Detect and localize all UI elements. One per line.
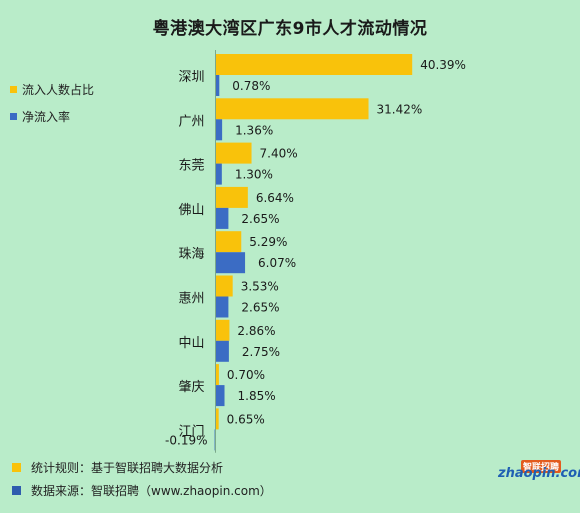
bar-inflow-share (215, 186, 248, 208)
category-label: 珠海 (178, 247, 204, 262)
bar-net-inflow-rate (215, 385, 225, 407)
data-label-net-inflow-rate: 1.36% (235, 123, 273, 137)
bar-inflow-share (215, 54, 413, 75)
category-label: 深圳 (178, 70, 204, 85)
data-label-inflow-share: 0.70% (227, 368, 265, 382)
bar-net-inflow-rate (215, 163, 222, 185)
legend-label-inflow-share: 流入人数占比 (22, 83, 95, 97)
bar-inflow-share (215, 408, 219, 430)
legend-item-net-inflow-rate: 净流入率 (10, 108, 70, 125)
data-label-net-inflow-rate: 1.30% (235, 168, 273, 182)
data-label-net-inflow-rate: 2.75% (242, 345, 280, 359)
data-label-net-inflow-rate: 2.65% (241, 301, 279, 315)
bar-net-inflow-rate (215, 207, 229, 229)
bar-net-inflow-rate (215, 75, 220, 96)
data-label-inflow-share: 3.53% (241, 280, 279, 294)
category-label: 东莞 (178, 159, 204, 174)
data-label-net-inflow-rate: 1.85% (238, 389, 276, 403)
bar-net-inflow-rate (215, 296, 229, 318)
data-label-inflow-share: 6.64% (256, 191, 294, 205)
category-label: 佛山 (178, 203, 204, 218)
bar-net-inflow-rate (215, 119, 223, 141)
category-label: 惠州 (178, 292, 204, 307)
bar-inflow-share (215, 231, 242, 253)
bar-inflow-share (215, 364, 219, 386)
data-label-inflow-share: 5.29% (249, 235, 287, 249)
bar-net-inflow-rate (215, 340, 229, 362)
legend-item-inflow-share: 流入人数占比 (10, 81, 94, 98)
data-label-net-inflow-rate: -0.19% (165, 433, 207, 447)
legend-swatch-inflow-share (10, 86, 17, 93)
data-label-inflow-share: 2.86% (237, 324, 275, 338)
chart-title: 粤港澳大湾区广东9市人才流动情况 (152, 19, 428, 39)
zhaopin-logo: zhaopin.com (498, 466, 580, 481)
footnote-source-text: 数据来源：智联招聘（www.zhaopin.com） (31, 484, 272, 498)
data-label-net-inflow-rate: 0.78% (232, 79, 270, 93)
data-label-net-inflow-rate: 2.65% (241, 212, 279, 226)
category-label: 江门 (178, 424, 204, 439)
data-label-net-inflow-rate: 6.07% (258, 256, 296, 270)
logo-badge: 智联招聘 (521, 460, 562, 473)
footnote-source: 数据来源：智联招聘（www.zhaopin.com） (12, 482, 272, 499)
data-label-inflow-share: 40.39% (420, 58, 466, 72)
bar-inflow-share (215, 98, 369, 120)
category-label: 中山 (178, 336, 204, 351)
data-label-inflow-share: 31.42% (377, 102, 423, 116)
data-label-inflow-share: 0.65% (227, 412, 265, 426)
bar-inflow-share (215, 319, 230, 341)
bar-inflow-share (215, 275, 233, 297)
category-label: 肇庆 (178, 380, 204, 395)
bar-inflow-share (215, 142, 252, 164)
legend-label-net-inflow-rate: 净流入率 (22, 110, 71, 124)
footnote-rule-swatch (12, 463, 21, 472)
footnote-rule: 统计规则：基于智联招聘大数据分析 (12, 459, 223, 476)
footnote-source-swatch (12, 486, 21, 495)
data-label-inflow-share: 7.40% (260, 147, 298, 161)
footnote-rule-text: 统计规则：基于智联招聘大数据分析 (31, 461, 224, 475)
legend-swatch-net-inflow-rate (10, 113, 17, 120)
category-label: 广州 (178, 114, 204, 129)
bar-net-inflow-rate (215, 252, 246, 274)
